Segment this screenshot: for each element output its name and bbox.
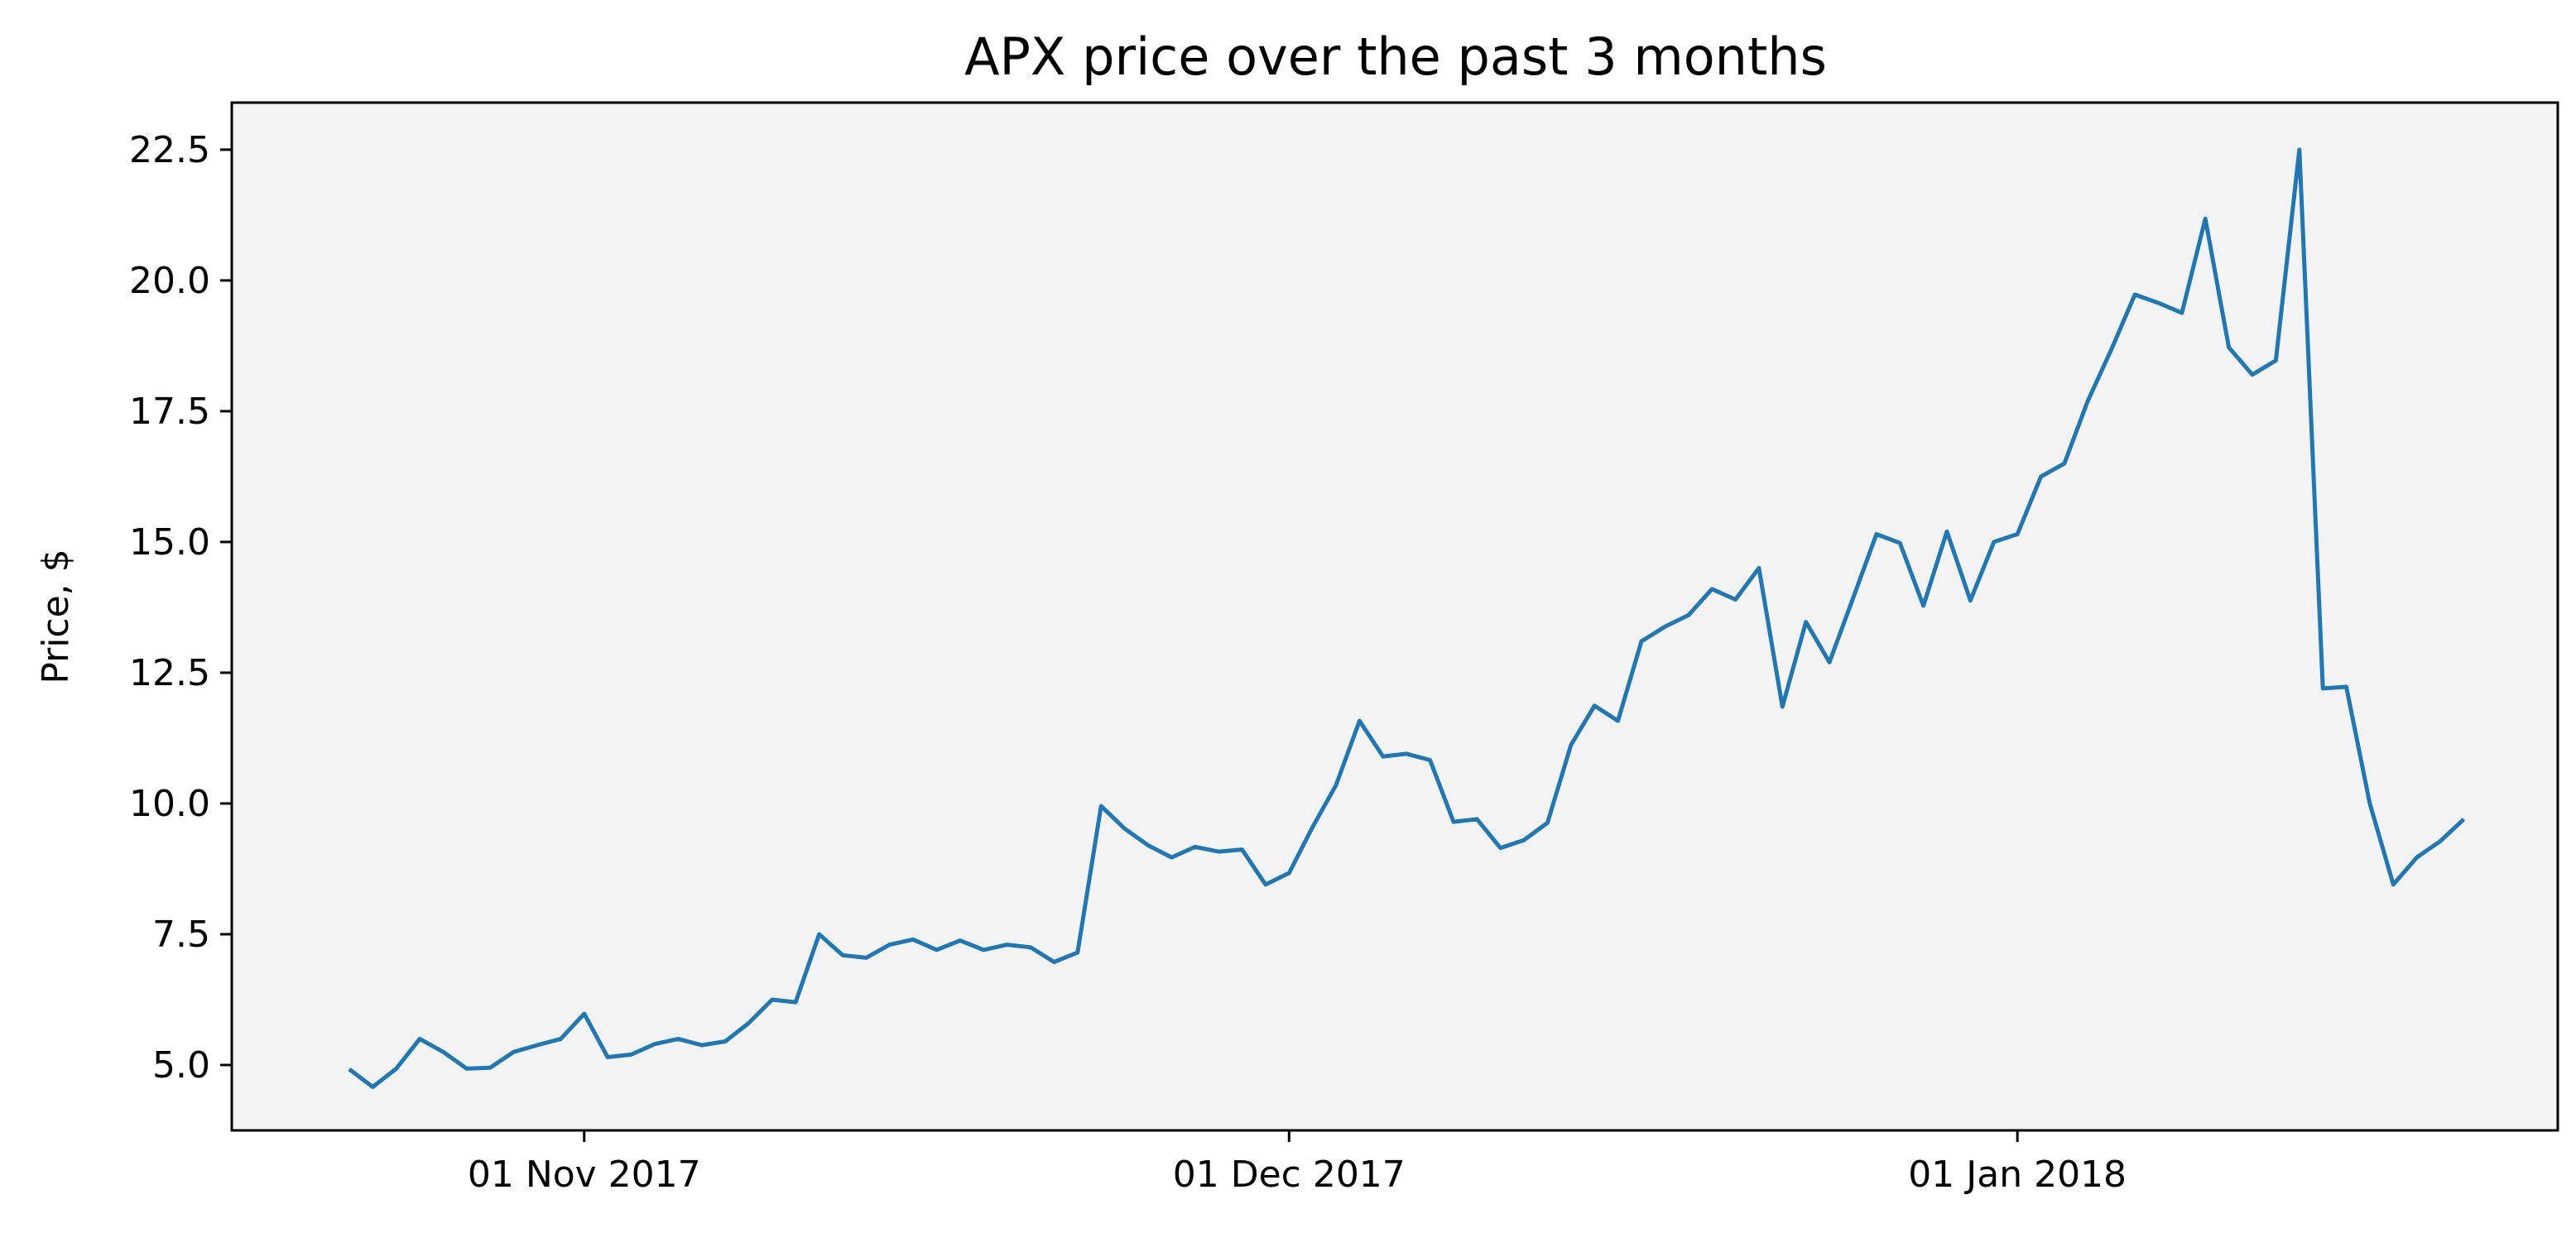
x-tick-label: 01 Jan 2018	[1908, 1154, 2127, 1196]
plot-area	[232, 103, 2558, 1130]
y-tick-label: 12.5	[129, 652, 210, 694]
x-tick-label: 01 Nov 2017	[468, 1154, 701, 1196]
x-axis: 01 Nov 2017 01 Dec 2017 01 Jan 2018	[468, 1130, 2127, 1196]
y-tick-label: 17.5	[129, 391, 210, 433]
plot-frame	[230, 101, 2559, 1132]
y-tick-label: 7.5	[152, 914, 210, 956]
y-tick-label: 22.5	[129, 129, 210, 171]
y-axis-label: Price, $	[35, 549, 77, 684]
series-layer	[348, 147, 2466, 1089]
y-tick-label: 10.0	[129, 783, 210, 825]
y-axis: 5.0 7.5 10.0 12.5 15.0 17.5 20.0 22.5	[129, 129, 232, 1087]
series-line-0	[348, 147, 2466, 1089]
y-tick-label: 15.0	[129, 521, 210, 564]
chart-title: APX price over the past 3 months	[964, 26, 1827, 87]
y-tick-label: 5.0	[152, 1044, 210, 1087]
x-tick-label: 01 Dec 2017	[1173, 1154, 1406, 1196]
y-tick-label: 20.0	[129, 260, 210, 302]
